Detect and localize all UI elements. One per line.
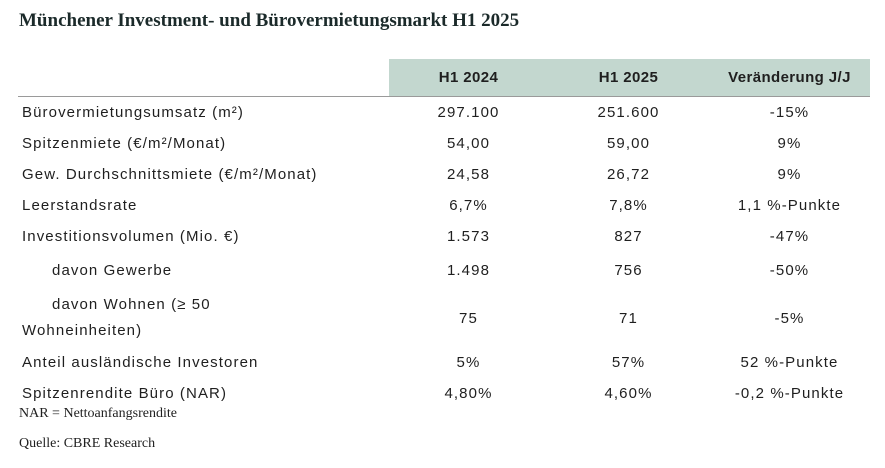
- value-h1-2025: 7,8%: [609, 197, 648, 214]
- value-h1-2025: 827: [614, 228, 643, 245]
- row-label-line-1: davon Wohnen (≥ 50: [52, 296, 211, 313]
- value-h1-2025: 251.600: [548, 96, 709, 128]
- table-row: Spitzenmiete (€/m²/Monat) 54,00 59,00 9%: [18, 128, 870, 159]
- row-label-line-2: Wohneinheiten): [22, 322, 143, 339]
- value-h1-2024: 54,00: [446, 135, 491, 152]
- value-h1-2024: 1.498: [446, 262, 491, 279]
- row-label: Gew. Durchschnittsmiete (€/m²/Monat): [22, 166, 318, 183]
- value-change: 1,1 %-Punkte: [737, 197, 842, 214]
- value-h1-2025: 756: [614, 262, 643, 279]
- value-h1-2025: 71: [619, 309, 638, 327]
- value-h1-2024: 75: [459, 309, 478, 327]
- header-row: H1 2024 H1 2025 Veränderung J/J: [18, 59, 870, 97]
- row-label: Leerstandsrate: [22, 197, 138, 214]
- value-h1-2024: 1.573: [446, 228, 491, 245]
- value-h1-2024: 297.100: [389, 96, 548, 128]
- value-h1-2025: 57%: [611, 354, 646, 371]
- value-change: -5%: [774, 309, 805, 327]
- table-row: davon Wohnen (≥ 50 Wohneinheiten) 75 71 …: [18, 289, 870, 347]
- table-row: Spitzenrendite Büro (NAR) 4,80% 4,60% -0…: [18, 378, 870, 409]
- value-h1-2024: 4,80%: [444, 385, 493, 402]
- row-label: Spitzenrendite Büro (NAR): [22, 385, 228, 402]
- row-label: Investitionsvolumen (Mio. €): [22, 228, 240, 245]
- market-table: H1 2024 H1 2025 Veränderung J/J Büroverm…: [18, 59, 870, 409]
- header-h1-2024: H1 2024: [389, 59, 548, 97]
- value-change: -47%: [769, 228, 810, 245]
- value-h1-2025: 26,72: [606, 166, 651, 183]
- value-h1-2025: 59,00: [606, 135, 651, 152]
- header-change: Veränderung J/J: [709, 59, 870, 97]
- value-change: -15%: [709, 96, 870, 128]
- table-row: Bürovermietungsumsatz (m²) 297.100 251.6…: [18, 96, 870, 128]
- table-row: Leerstandsrate 6,7% 7,8% 1,1 %-Punkte: [18, 190, 870, 221]
- footnote: NAR = Nettoanfangsrendite: [19, 406, 177, 421]
- value-change: 52 %-Punkte: [740, 354, 839, 371]
- value-change: -0,2 %-Punkte: [734, 385, 845, 402]
- row-label: davon Gewerbe: [52, 262, 173, 279]
- table-row: Anteil ausländische Investoren 5% 57% 52…: [18, 347, 870, 378]
- row-label: davon Wohnen (≥ 50 Wohneinheiten): [18, 289, 389, 347]
- value-change: -50%: [769, 262, 810, 279]
- value-h1-2025: 4,60%: [604, 385, 653, 402]
- table-row: davon Gewerbe 1.498 756 -50%: [18, 252, 870, 289]
- table-row: Investitionsvolumen (Mio. €) 1.573 827 -…: [18, 221, 870, 252]
- source-note: Quelle: CBRE Research: [19, 436, 156, 451]
- page-title: Münchener Investment- und Bürovermietung…: [19, 10, 520, 31]
- value-h1-2024: 6,7%: [449, 197, 488, 214]
- row-label: Spitzenmiete (€/m²/Monat): [22, 135, 227, 152]
- value-change: 9%: [777, 135, 802, 152]
- header-h1-2025: H1 2025: [548, 59, 709, 97]
- value-h1-2024: 5%: [456, 354, 481, 371]
- row-label: Anteil ausländische Investoren: [22, 354, 259, 371]
- row-label: Bürovermietungsumsatz (m²): [18, 96, 389, 128]
- value-h1-2024: 24,58: [446, 166, 491, 183]
- value-change: 9%: [777, 166, 802, 183]
- header-empty-cell: [18, 59, 389, 97]
- table-row: Gew. Durchschnittsmiete (€/m²/Monat) 24,…: [18, 159, 870, 190]
